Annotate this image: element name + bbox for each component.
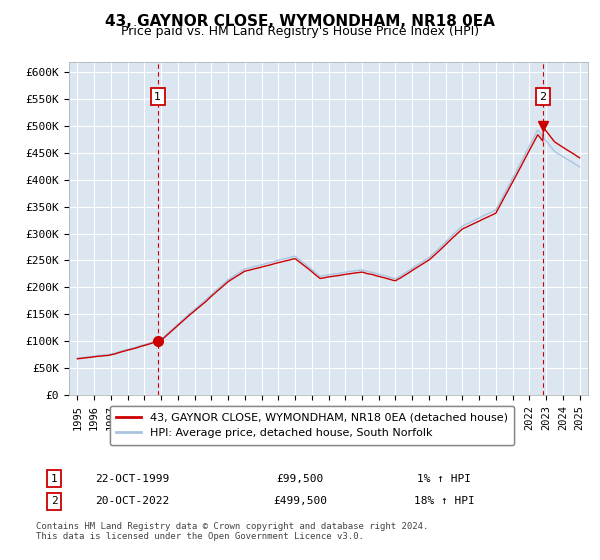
Text: 1: 1 [154,91,161,101]
Text: Contains HM Land Registry data © Crown copyright and database right 2024.
This d: Contains HM Land Registry data © Crown c… [36,522,428,542]
Text: 1% ↑ HPI: 1% ↑ HPI [417,474,471,484]
Text: 2: 2 [539,91,547,101]
Text: 18% ↑ HPI: 18% ↑ HPI [413,496,475,506]
Text: 43, GAYNOR CLOSE, WYMONDHAM, NR18 0EA: 43, GAYNOR CLOSE, WYMONDHAM, NR18 0EA [105,14,495,29]
Text: 20-OCT-2022: 20-OCT-2022 [95,496,169,506]
Text: 22-OCT-1999: 22-OCT-1999 [95,474,169,484]
Text: 2: 2 [50,496,58,506]
Text: Price paid vs. HM Land Registry's House Price Index (HPI): Price paid vs. HM Land Registry's House … [121,25,479,38]
Text: £99,500: £99,500 [277,474,323,484]
Text: £499,500: £499,500 [273,496,327,506]
Text: 1: 1 [50,474,58,484]
Legend: 43, GAYNOR CLOSE, WYMONDHAM, NR18 0EA (detached house), HPI: Average price, deta: 43, GAYNOR CLOSE, WYMONDHAM, NR18 0EA (d… [110,406,514,445]
